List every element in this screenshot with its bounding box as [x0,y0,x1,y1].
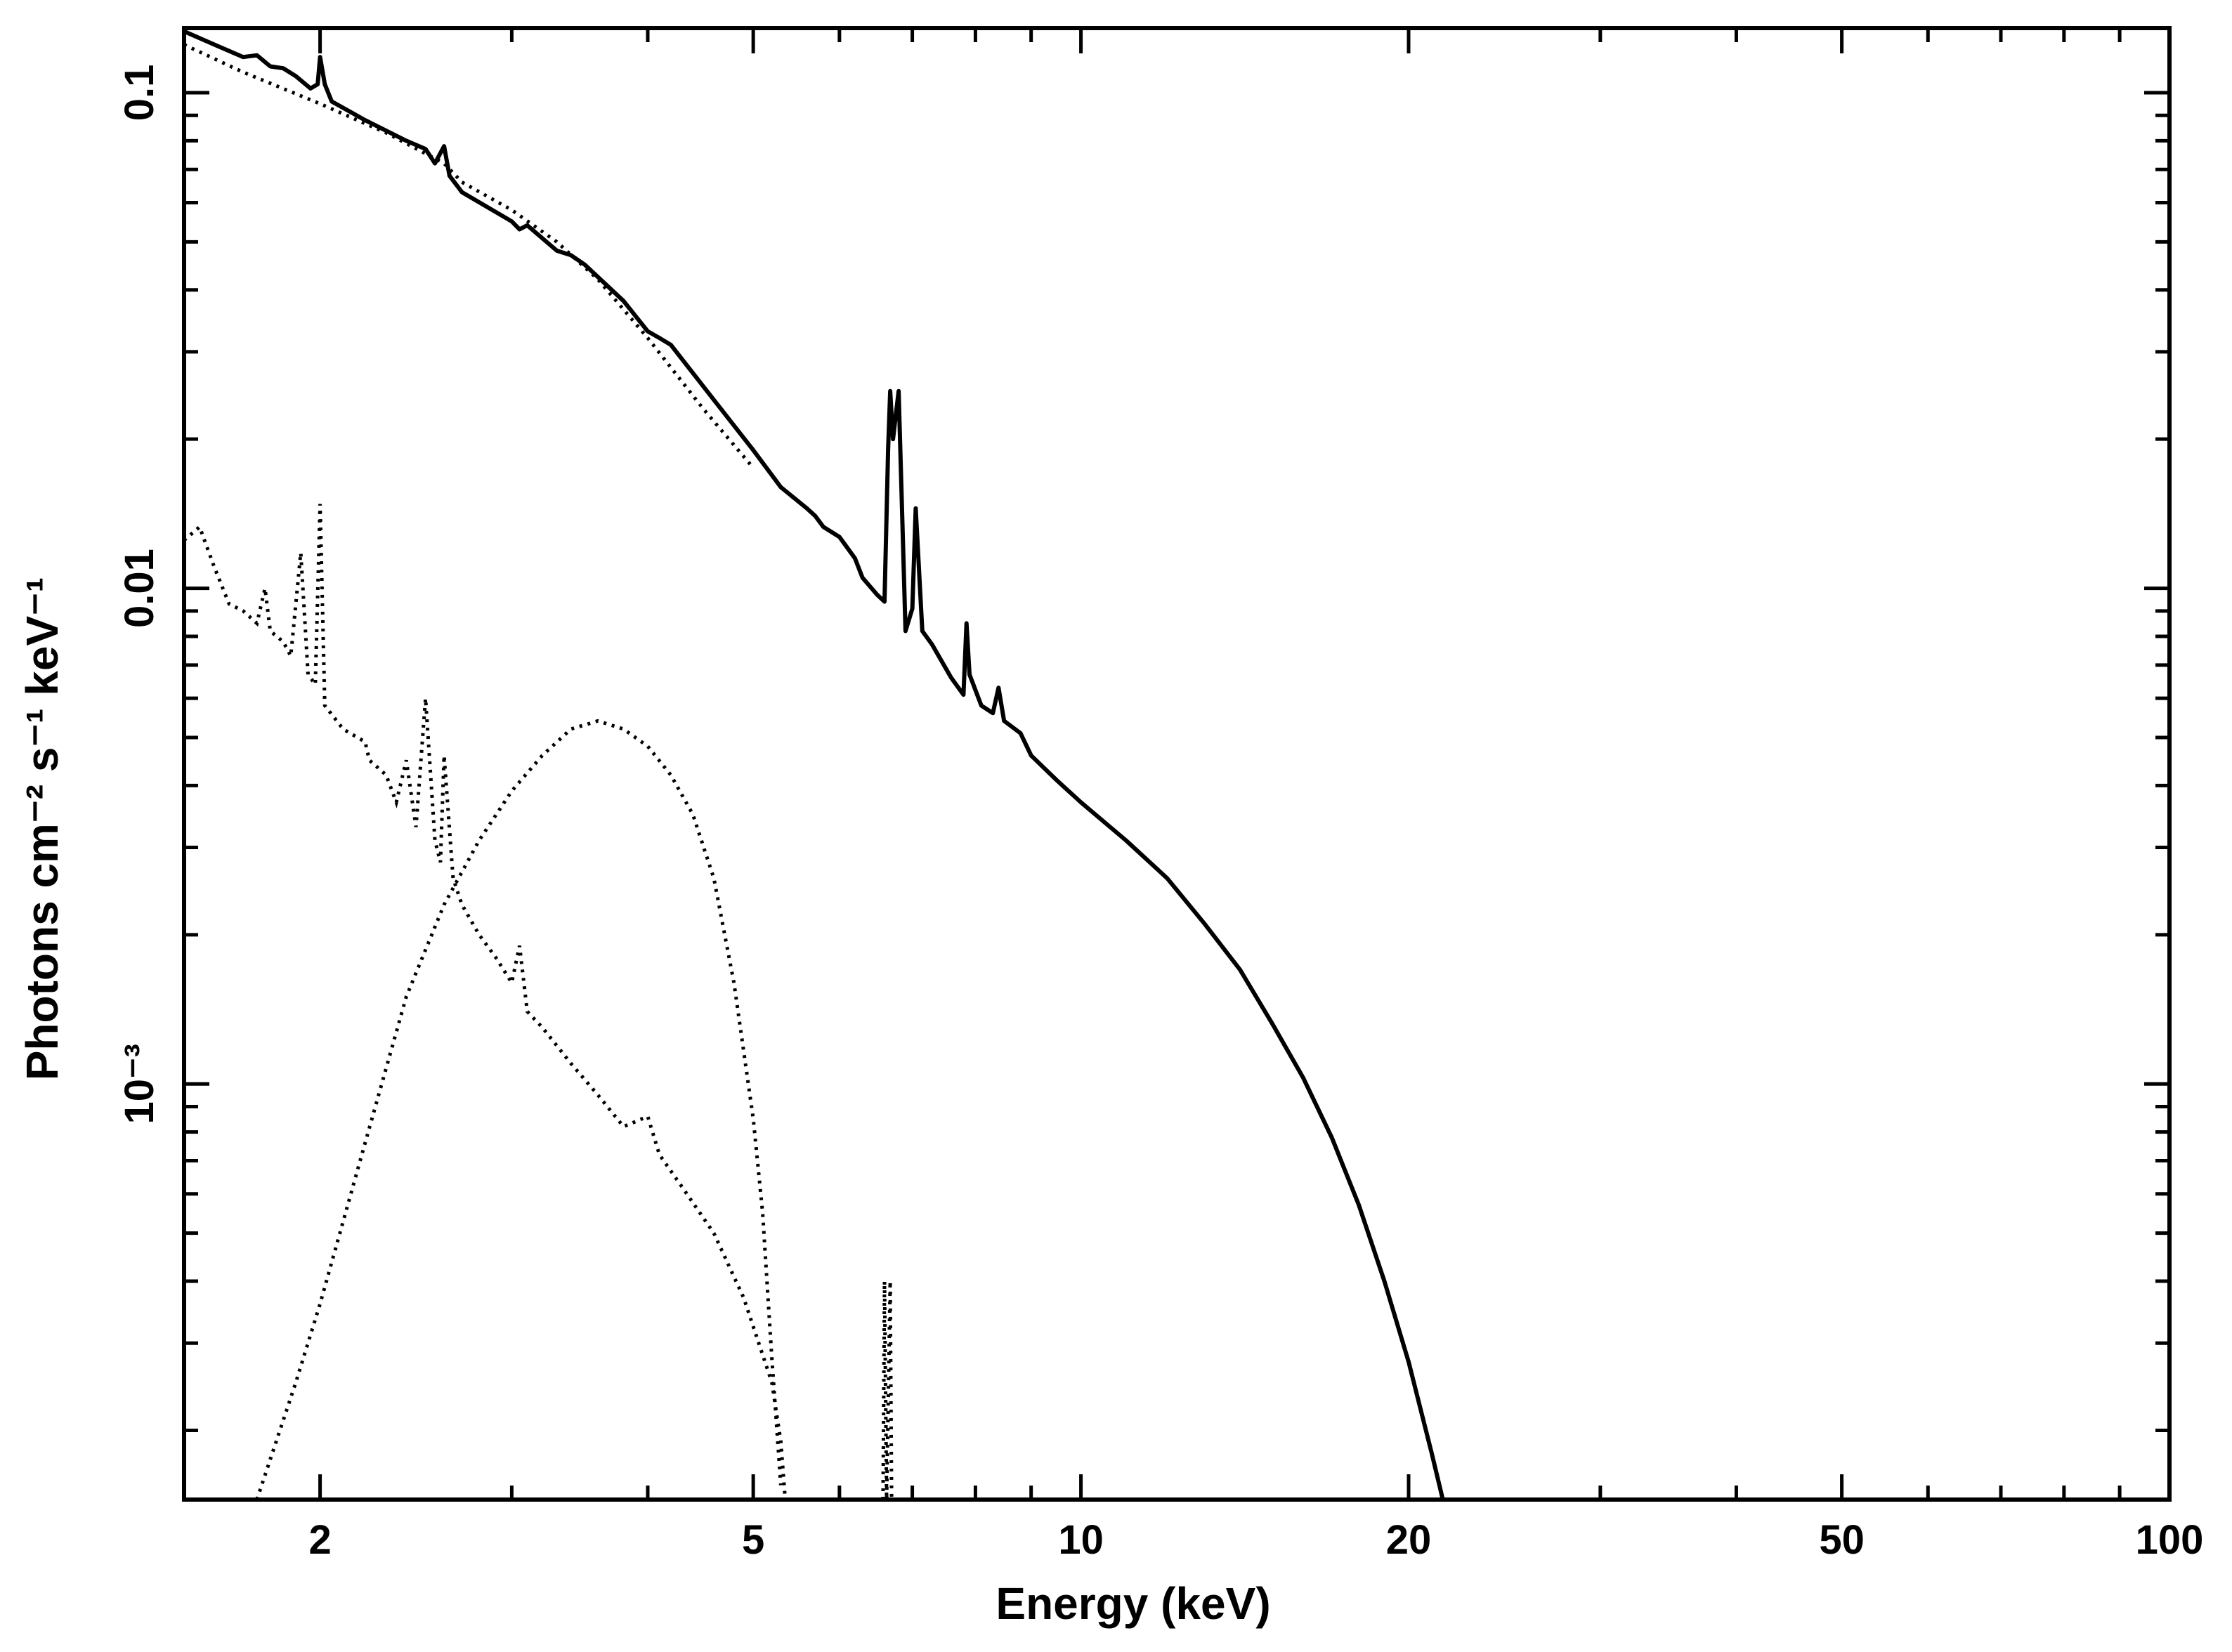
x-tick-label: 20 [1386,1517,1432,1563]
series-group [183,29,1445,1500]
x-tick-label: 100 [2136,1517,2204,1563]
x-tick-label: 5 [742,1517,764,1563]
y-tick-label: 10⁻³ [117,1044,162,1124]
axis-ticks [184,28,2169,1500]
series-line-3 [183,504,788,1500]
y-tick-label: 0.1 [117,65,162,122]
x-axis-title: Energy (keV) [996,1578,1270,1629]
series-line-1 [183,29,1445,1500]
series-line-5 [881,1280,894,1500]
plot-area-border [182,26,2172,1502]
plot-frame [182,26,2172,1502]
y-axis-title: Photons cm⁻² s⁻¹ keV⁻¹ [17,577,67,1081]
x-tick-label: 2 [308,1517,331,1563]
series-line-4 [255,719,783,1500]
y-tick-label: 0.01 [117,549,162,628]
x-tick-label: 50 [1819,1517,1865,1563]
x-tick-labels: 2 5 10 20 50 100 [308,1517,2203,1563]
x-tick-label: 10 [1058,1517,1104,1563]
y-tick-labels: 0.1 0.01 10⁻³ [117,65,162,1125]
series-line-2 [183,43,755,469]
